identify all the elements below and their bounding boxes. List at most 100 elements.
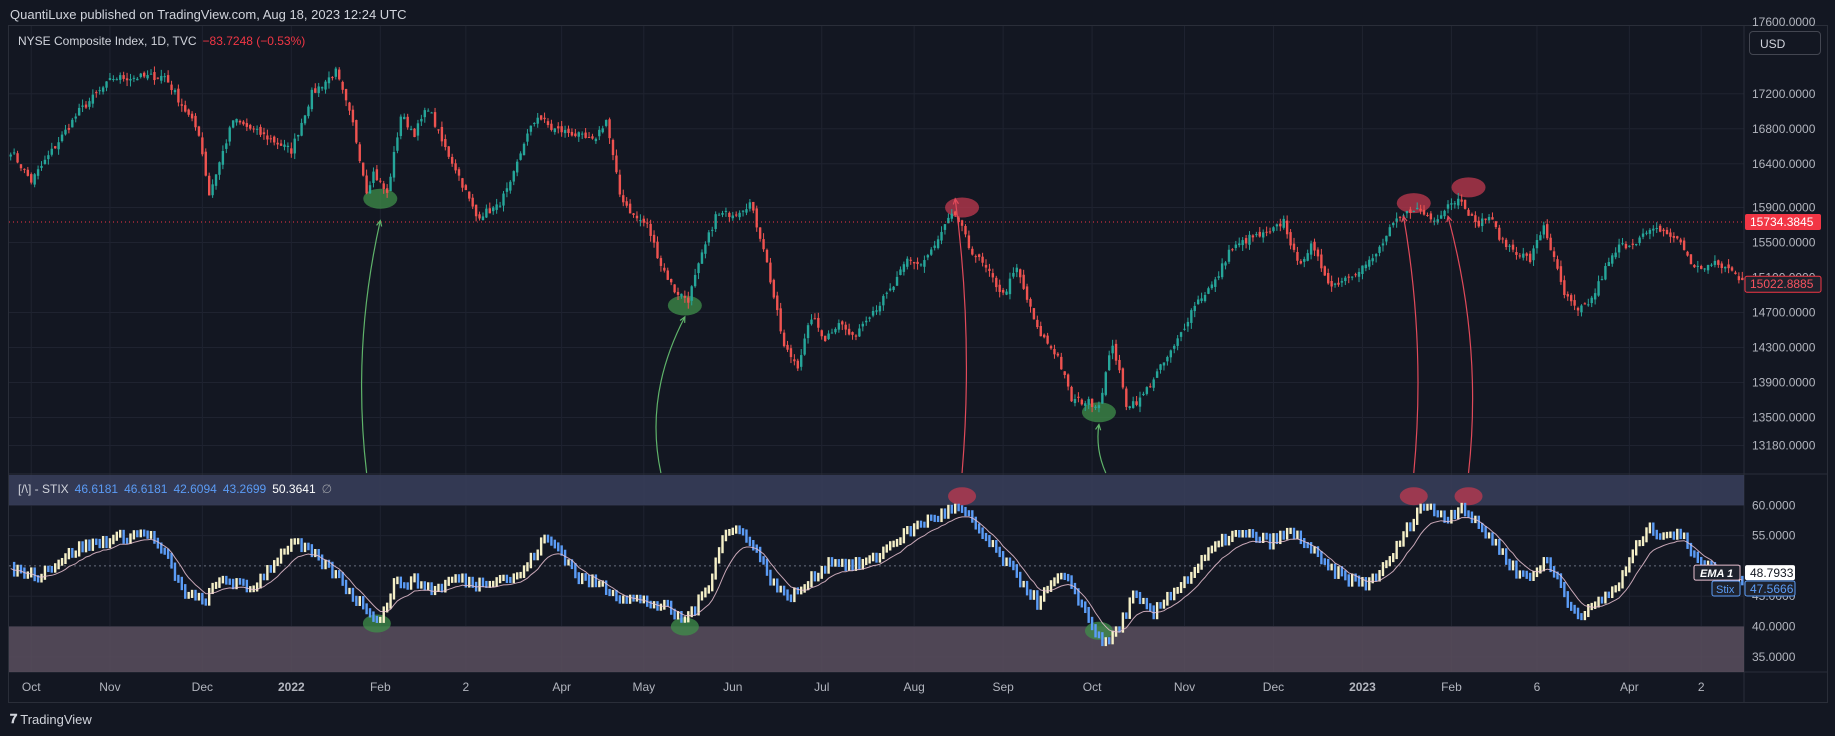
candle-up	[12, 152, 16, 154]
candle-up	[1111, 345, 1114, 354]
candle-up	[888, 288, 892, 291]
price-highlight-red	[945, 197, 980, 218]
candle-up	[77, 107, 81, 116]
candle-up	[372, 171, 375, 183]
candle-up	[1450, 203, 1453, 205]
price-legend[interactable]: NYSE Composite Index, 1D, TVC −83.7248 (−…	[18, 34, 305, 48]
stix-name-tag-text: Stix	[1716, 584, 1735, 596]
candle-down	[851, 332, 854, 335]
candle-up	[1652, 228, 1655, 231]
candle-up	[416, 123, 420, 136]
candle-down	[642, 218, 645, 223]
candle-down	[1354, 274, 1357, 276]
candle-down	[570, 131, 574, 136]
candle-down	[1518, 255, 1522, 257]
ema-value-tag-text: 48.7933	[1750, 566, 1794, 580]
candle-down	[1032, 308, 1036, 320]
candle-down	[1056, 353, 1060, 356]
candle-down	[772, 279, 776, 298]
candle-down	[385, 188, 389, 193]
candle-up	[1131, 401, 1135, 408]
chart-frame[interactable]	[8, 25, 1828, 703]
candle-up	[231, 120, 235, 128]
candle-down	[30, 174, 33, 183]
candle-down	[413, 128, 416, 138]
candle-down	[1265, 231, 1268, 233]
candle-down	[19, 164, 23, 169]
candle-down	[1460, 199, 1463, 202]
publish-header: QuantiLuxe published on TradingView.com,…	[10, 7, 407, 22]
candle-down	[782, 332, 786, 347]
candle-up	[1101, 392, 1104, 404]
candle-up	[40, 165, 43, 168]
candle-up	[906, 258, 909, 267]
candle-up	[1145, 387, 1149, 394]
grid-lines	[9, 26, 1744, 672]
arrow-head-green	[1095, 423, 1102, 431]
indicator-value-2: 46.6181	[124, 482, 168, 496]
arrow-head-red	[1446, 214, 1453, 223]
candle-up	[307, 106, 310, 117]
candle-up	[1710, 264, 1713, 266]
candle-down	[276, 142, 279, 145]
candle-down	[351, 109, 355, 123]
candle-up	[882, 296, 885, 306]
candle-up	[221, 150, 225, 165]
indicator-legend[interactable]: [/\] - STIX 46.6181 46.6181 42.6094 43.2699 5…	[18, 482, 332, 496]
candle-down	[1624, 243, 1628, 249]
candle-down	[991, 273, 995, 278]
candle-down	[187, 109, 190, 115]
candle-up	[536, 117, 539, 124]
oversold-band	[9, 626, 1744, 672]
candle-down	[854, 335, 858, 337]
candle-down	[765, 249, 769, 263]
arrow-red	[1447, 216, 1474, 474]
candle-down	[1090, 398, 1094, 407]
candle-up	[895, 276, 899, 286]
candle-up	[902, 264, 906, 272]
candle-down	[1066, 374, 1070, 387]
candle-down	[687, 297, 690, 303]
candle-down	[1429, 213, 1433, 220]
candle-up	[1395, 218, 1398, 222]
arrow-red	[954, 198, 967, 474]
price-axis-label: 14300.0000	[1752, 341, 1816, 355]
candle-down	[632, 213, 635, 215]
time-axis-label: Apr	[552, 680, 571, 694]
indicator-value-ema: 50.3641	[272, 482, 316, 496]
candle-down	[669, 278, 673, 283]
candle-down	[1463, 199, 1467, 209]
candle-up	[420, 118, 423, 122]
currency-button[interactable]: USD	[1749, 31, 1821, 55]
candle-down	[909, 259, 912, 261]
candle-down	[1046, 335, 1049, 344]
candle-down	[194, 115, 197, 128]
arrow-head-red	[952, 197, 960, 205]
candle-down	[1662, 229, 1665, 232]
candle-up	[1628, 245, 1631, 247]
candle-down	[649, 223, 652, 236]
candle-down	[786, 344, 789, 350]
candle-down	[1737, 276, 1741, 281]
candle-up	[936, 239, 940, 249]
candle-up	[1703, 268, 1706, 270]
candle-up	[830, 332, 834, 334]
candle-down	[1689, 254, 1693, 265]
candle-down	[266, 135, 269, 140]
candle-down	[591, 136, 594, 139]
candle-down	[153, 72, 156, 81]
candle-down	[1060, 356, 1063, 370]
candle-up	[1374, 254, 1378, 257]
candle-down	[608, 119, 611, 139]
candle-up	[1457, 198, 1460, 206]
candle-down	[1491, 217, 1494, 220]
candle-down	[156, 77, 160, 79]
stix-highlight-red	[1399, 487, 1428, 506]
candle-up	[1241, 240, 1244, 246]
candle-down	[242, 121, 245, 125]
candle-up	[91, 94, 95, 104]
indicator-extra: ∅	[321, 482, 333, 496]
candle-up	[225, 143, 228, 149]
